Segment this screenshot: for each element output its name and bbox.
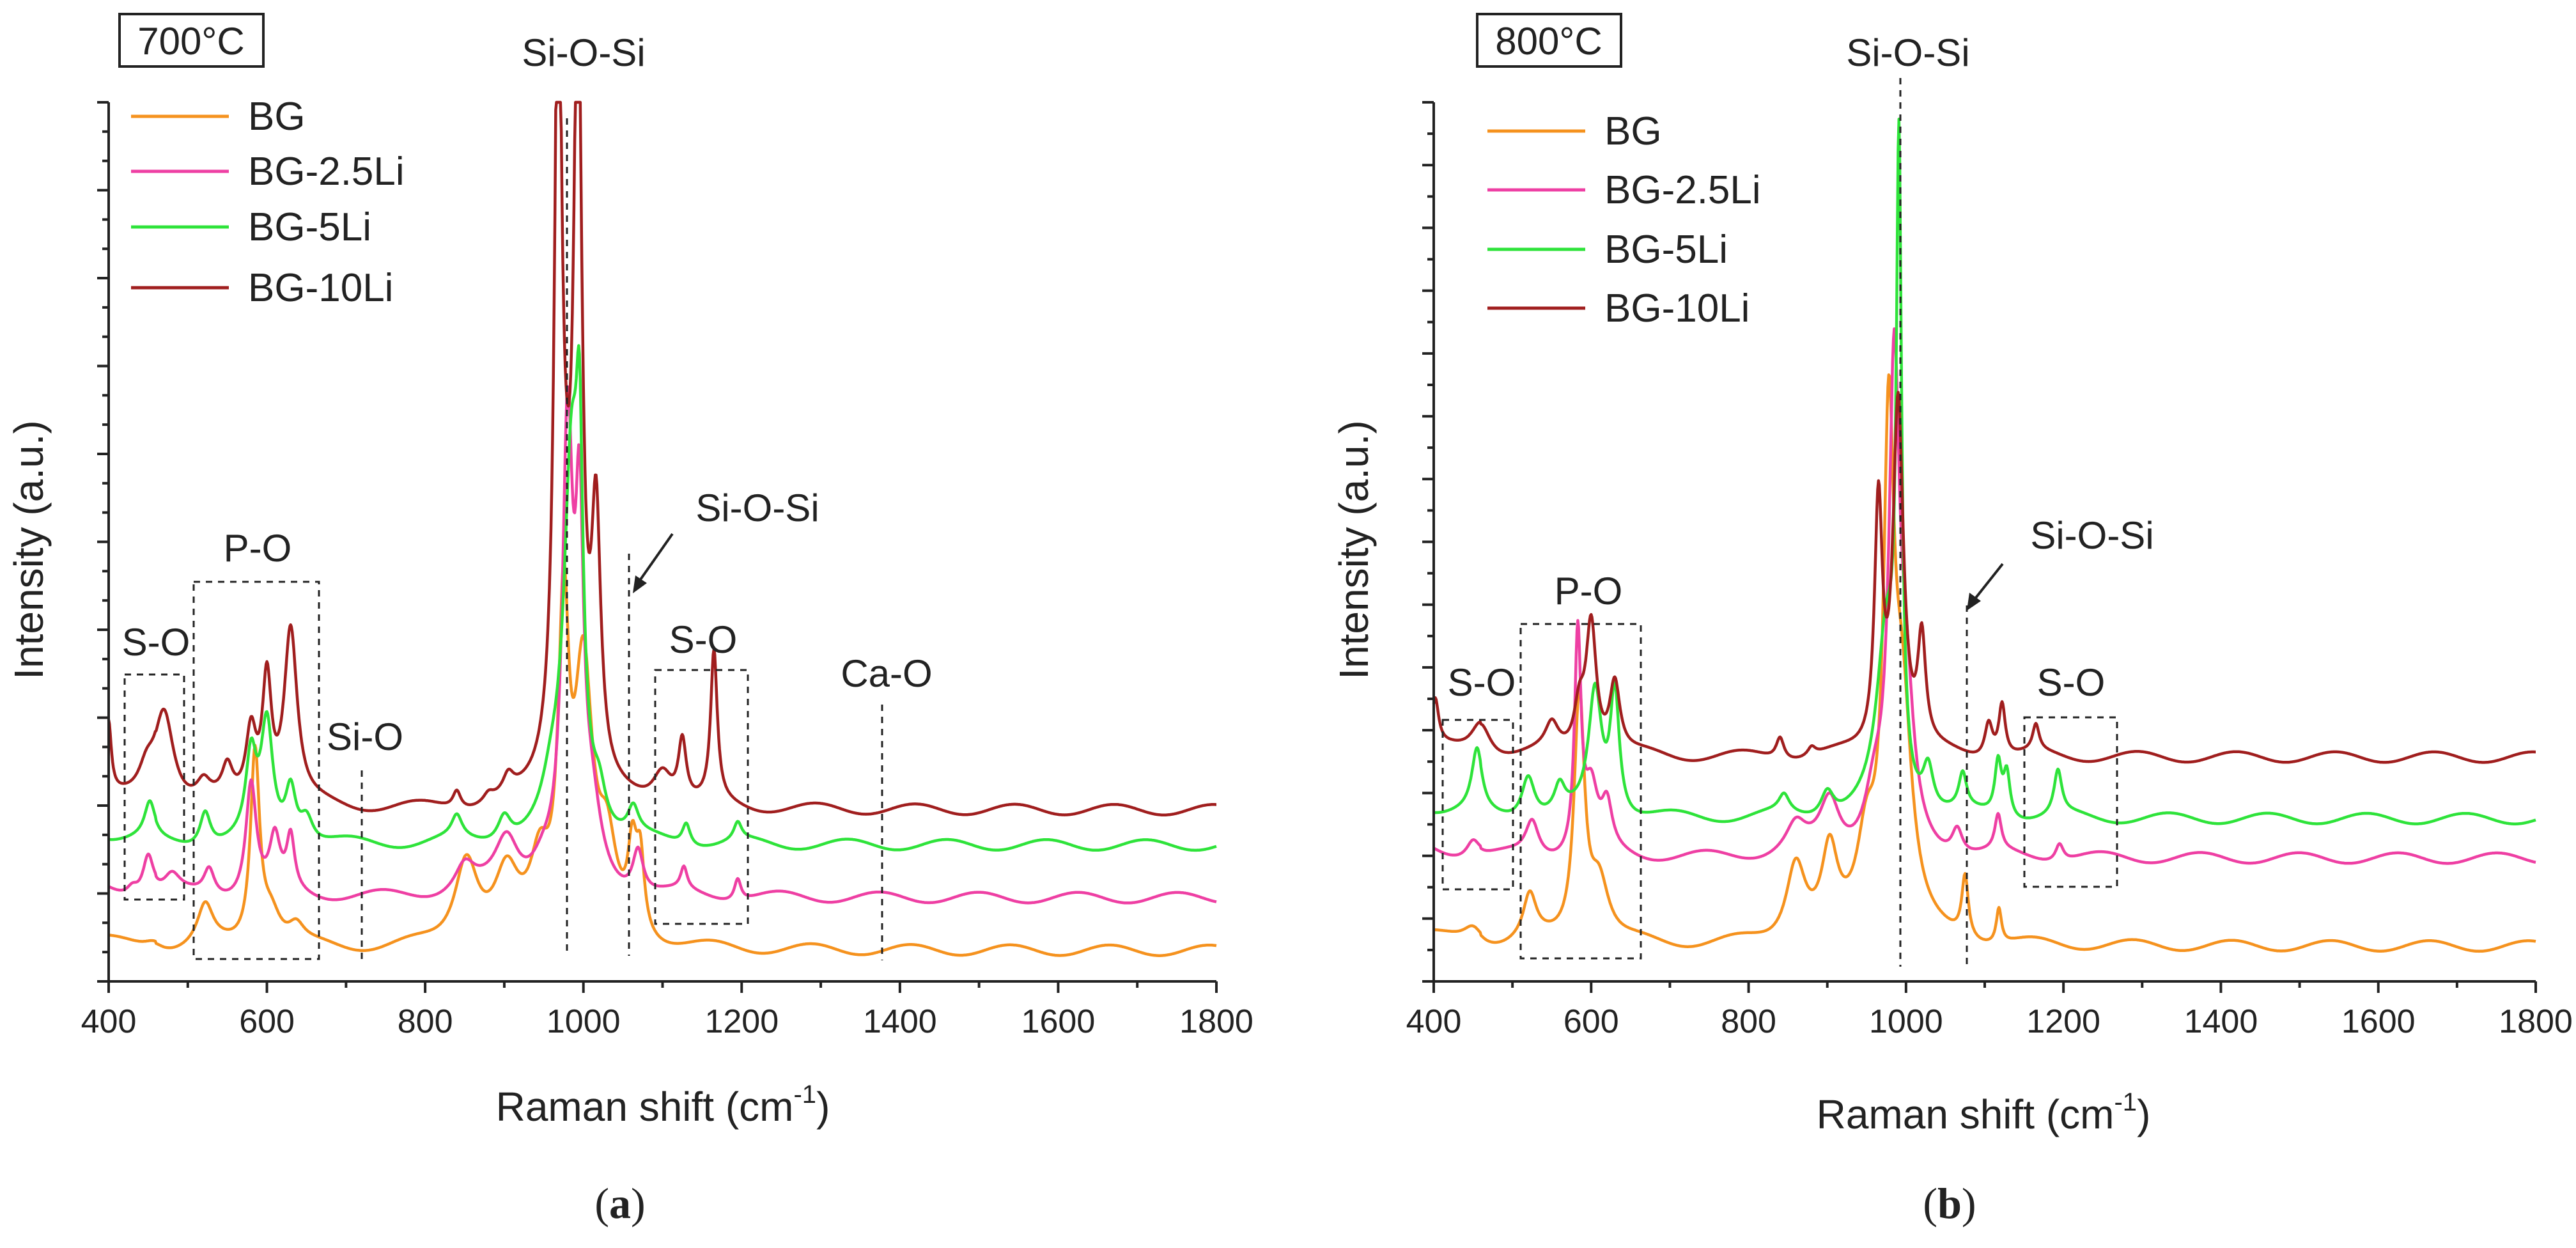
panel-b-legend: BG BG-2.5Li BG-5Li BG-10Li bbox=[1487, 109, 1761, 331]
panel-a-series-bg bbox=[107, 558, 1218, 957]
panel-a-x-tick-label-1000: 1000 bbox=[547, 1003, 621, 1040]
panel-b-x-ticks: 400 600 800 1000 1200 1400 1600 1800 bbox=[1406, 981, 2573, 1040]
panel-a-x-axis-title-main: Raman shift (cm bbox=[496, 1084, 794, 1130]
panel-a-legend: BG BG-2.5Li BG-5Li BG-10Li bbox=[131, 95, 405, 310]
panel-a-x-tick-label-1200: 1200 bbox=[704, 1003, 779, 1040]
panel-a-x-tick-label-1600: 1600 bbox=[1021, 1003, 1096, 1040]
panel-a-series bbox=[107, 100, 1218, 957]
panel-b-arrow-head bbox=[1967, 593, 1981, 611]
panel-b-series bbox=[1432, 117, 2537, 953]
panel-a-temperature-label: 700°C bbox=[137, 20, 244, 63]
panel-a-legend-label-bg: BG bbox=[248, 95, 306, 139]
panel-a-subfigure-label: (a) bbox=[594, 1179, 645, 1228]
panel-b-subfigure-label: (b) bbox=[1923, 1179, 1976, 1228]
panel-a-annot-si-o-si-shoulder: Si-O-Si bbox=[695, 487, 819, 529]
panel-b-annot-si-o-si-main: Si-O-Si bbox=[1846, 31, 1969, 74]
panel-b-subfigure-open-paren: ( bbox=[1923, 1179, 1937, 1228]
panel-b-s-o-box-left bbox=[1441, 719, 1514, 891]
panel-b-legend-label-bg-2-5li: BG-2.5Li bbox=[1604, 168, 1761, 212]
panel-a-x-axis-title-superscript: -1 bbox=[793, 1080, 816, 1109]
panel-b-series-bg-2-5li bbox=[1432, 327, 2537, 865]
panel-b-legend-label-bg-5li: BG-5Li bbox=[1604, 228, 1728, 272]
panel-b-x-tick-label-600: 600 bbox=[1563, 1003, 1619, 1040]
panel-b-x-axis-title-superscript: -1 bbox=[2114, 1088, 2137, 1116]
panel-a-x-axis-title-close: ) bbox=[816, 1084, 830, 1130]
panel-a-annot-s-o-right: S-O bbox=[669, 618, 738, 661]
panel-a-s-o-box-right bbox=[654, 669, 749, 925]
panel-a-subfigure-letter: a bbox=[609, 1179, 631, 1228]
panel-b-series-bg bbox=[1432, 373, 2537, 953]
panel-a-legend-label-bg-5li: BG-5Li bbox=[248, 205, 371, 249]
panel-b-x-axis-title-close: ) bbox=[2137, 1091, 2150, 1137]
panel-b-temperature-label: 800°C bbox=[1495, 20, 1602, 63]
panel-b-legend-label-bg: BG bbox=[1604, 109, 1662, 153]
panel-a-annot-s-o-left: S-O bbox=[122, 621, 190, 664]
panel-a-x-axis-title: Raman shift (cm-1) bbox=[496, 1080, 830, 1130]
panel-a-temperature-box bbox=[118, 13, 265, 68]
panel-b-p-o-box bbox=[1519, 623, 1642, 960]
panel-b-annot-si-o-si-shoulder: Si-O-Si bbox=[2030, 514, 2153, 557]
panel-b-series-bg-5li bbox=[1432, 117, 2537, 825]
panel-b-x-tick-label-1000: 1000 bbox=[1869, 1003, 1943, 1040]
panel-b-arrow-shaft bbox=[1972, 563, 2004, 602]
panel-a-x-tick-label-600: 600 bbox=[239, 1003, 295, 1040]
panel-a-annot-ca-o: Ca-O bbox=[841, 652, 932, 695]
panel-b-x-axis-title-main: Raman shift (cm bbox=[1817, 1091, 2114, 1137]
panel-a-s-o-box-left bbox=[123, 673, 185, 901]
panel-a-x-tick-label-1400: 1400 bbox=[863, 1003, 937, 1040]
panel-a-arrow-shaft bbox=[637, 533, 674, 584]
panel-b-x-tick-label-1200: 1200 bbox=[2026, 1003, 2100, 1040]
panel-b-x-tick-label-400: 400 bbox=[1406, 1003, 1462, 1040]
panel-b-legend-label-bg-10li: BG-10Li bbox=[1604, 286, 1750, 331]
panel-b-temperature-box bbox=[1476, 13, 1622, 68]
panel-a-subfigure-open-paren: ( bbox=[594, 1179, 609, 1228]
panel-a-y-axis-title: Intensity (a.u.) bbox=[6, 420, 52, 680]
panel-a-annot-p-o: P-O bbox=[224, 527, 292, 570]
panel-a-x-ticks: 400 600 800 1000 1200 1400 1600 1800 bbox=[81, 981, 1253, 1040]
panel-a-chart: 400 600 800 1000 1200 1400 1600 1800 Si-O-Si Si… bbox=[6, 13, 1253, 1228]
panel-b-subfigure-letter: b bbox=[1937, 1179, 1962, 1228]
panel-a-annot-si-o-si-main: Si-O-Si bbox=[522, 31, 645, 74]
panel-a-series-bg-5li bbox=[107, 344, 1218, 852]
panel-b-chart: 400 600 800 1000 1200 1400 1600 1800 Si-O-Si Si… bbox=[1331, 13, 2573, 1228]
panel-b-s-o-box-right bbox=[2023, 716, 2118, 888]
panel-a-legend-label-bg-2-5li: BG-2.5Li bbox=[248, 150, 405, 194]
panel-a-x-tick-label-1800: 1800 bbox=[1179, 1003, 1253, 1040]
panel-a-series-bg-2-5li bbox=[107, 385, 1218, 905]
panel-b-annot-s-o-left: S-O bbox=[1448, 661, 1516, 704]
panel-b-series-bg-10li bbox=[1432, 391, 2537, 764]
panel-b-x-axis-title: Raman shift (cm-1) bbox=[1817, 1088, 2151, 1137]
panel-a-subfigure-close-paren: ) bbox=[631, 1179, 646, 1228]
panel-b-y-axis-title: Intensity (a.u.) bbox=[1331, 420, 1377, 680]
panel-a-y-ticks bbox=[97, 101, 109, 983]
panel-a-legend-label-bg-10li: BG-10Li bbox=[248, 266, 393, 310]
panel-b-x-tick-label-1800: 1800 bbox=[2499, 1003, 2573, 1040]
panel-b-x-tick-label-800: 800 bbox=[1721, 1003, 1776, 1040]
panel-b-annot-p-o: P-O bbox=[1555, 570, 1623, 612]
panel-a-x-tick-label-400: 400 bbox=[81, 1003, 137, 1040]
panel-a-x-tick-label-800: 800 bbox=[398, 1003, 453, 1040]
panel-b-x-tick-label-1400: 1400 bbox=[2184, 1003, 2258, 1040]
panel-a-series-bg-10li bbox=[107, 100, 1218, 816]
panel-b-subfigure-close-paren: ) bbox=[1962, 1179, 1976, 1228]
panel-b-annot-s-o-right: S-O bbox=[2037, 661, 2106, 704]
panel-a-annot-si-o: Si-O bbox=[327, 715, 403, 758]
panel-a-p-o-box bbox=[192, 581, 320, 960]
panel-b-y-ticks bbox=[1422, 101, 1434, 983]
panel-a-arrow-head bbox=[633, 575, 647, 593]
panel-b-x-tick-label-1600: 1600 bbox=[2341, 1003, 2416, 1040]
